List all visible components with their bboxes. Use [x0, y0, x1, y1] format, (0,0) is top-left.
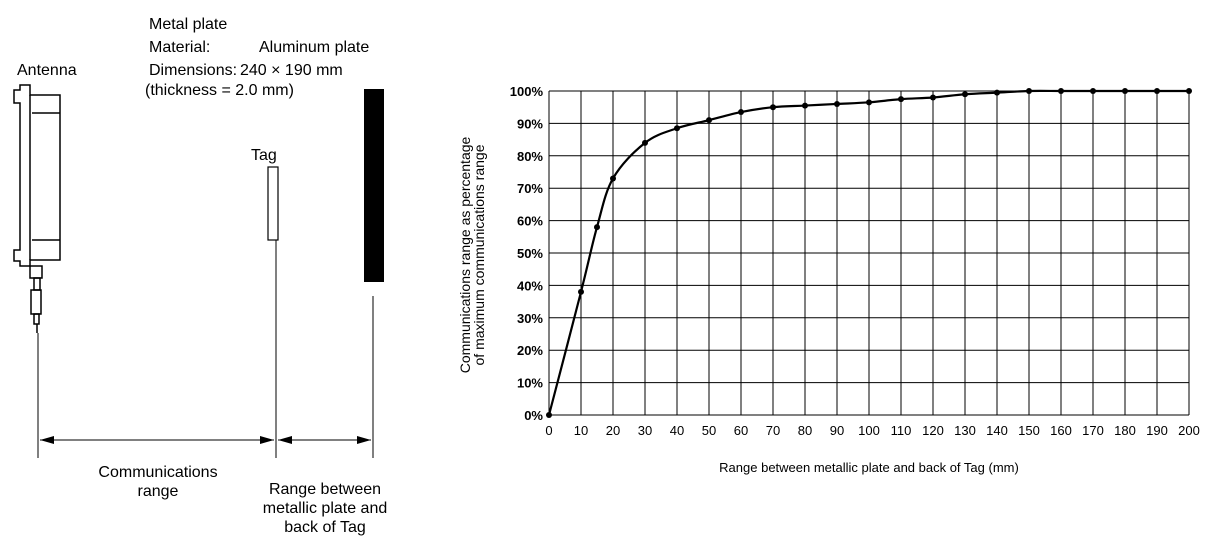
data-point	[642, 140, 648, 146]
y-tick-labels: 0% 10% 20% 30% 40% 50% 60% 70% 80% 90% 100%	[510, 84, 544, 423]
x-tick-label: 60	[734, 423, 748, 438]
x-tick-label: 90	[830, 423, 844, 438]
data-point	[1122, 88, 1128, 94]
data-point	[738, 109, 744, 115]
data-point	[610, 175, 616, 181]
data-point	[674, 125, 680, 131]
x-tick-label: 190	[1146, 423, 1168, 438]
x-tick-label: 20	[606, 423, 620, 438]
y-tick-label: 80%	[517, 149, 543, 164]
y-tick-label: 60%	[517, 214, 543, 229]
x-tick-label: 40	[670, 423, 684, 438]
x-tick-label: 180	[1114, 423, 1136, 438]
x-axis-label: Range between metallic plate and back of…	[719, 460, 1019, 475]
data-point	[930, 94, 936, 100]
y-tick-label: 20%	[517, 343, 543, 358]
data-point	[962, 91, 968, 97]
data-point	[1154, 88, 1160, 94]
y-tick-label: 90%	[517, 116, 543, 131]
y-tick-label: 70%	[517, 181, 543, 196]
x-tick-label: 10	[574, 423, 588, 438]
x-tick-label: 70	[766, 423, 780, 438]
y-tick-label: 10%	[517, 376, 543, 391]
x-tick-label: 30	[638, 423, 652, 438]
y-tick-label: 50%	[517, 246, 543, 261]
y-tick-label: 100%	[510, 84, 544, 99]
x-tick-label: 110	[891, 423, 912, 438]
data-point	[706, 117, 712, 123]
data-point	[1058, 88, 1064, 94]
data-point	[866, 99, 872, 105]
y-tick-label: 0%	[524, 408, 543, 423]
data-point	[802, 103, 808, 109]
x-tick-label: 0	[545, 423, 552, 438]
x-tick-label: 140	[986, 423, 1008, 438]
data-point	[994, 90, 1000, 96]
y-axis-label-line-2: of maximum communications range	[471, 144, 487, 365]
y-tick-label: 30%	[517, 311, 543, 326]
x-tick-label: 160	[1050, 423, 1072, 438]
x-tick-label: 120	[922, 423, 944, 438]
data-point	[578, 289, 584, 295]
data-point	[1090, 88, 1096, 94]
y-axis-label: Communications range as percentage of ma…	[457, 136, 487, 373]
x-tick-labels: 0 10 20 30 40 50 60 70 80 90 100 110 120 130 140 150 160…	[545, 423, 1199, 438]
data-point	[898, 96, 904, 102]
data-point	[546, 412, 552, 418]
x-tick-label: 100	[858, 423, 880, 438]
x-tick-label: 50	[702, 423, 716, 438]
chart-grid	[549, 91, 1189, 415]
x-tick-label: 150	[1018, 423, 1040, 438]
data-point	[770, 104, 776, 110]
data-point	[834, 101, 840, 107]
y-tick-label: 40%	[517, 278, 543, 293]
data-point	[1026, 88, 1032, 94]
x-tick-label: 130	[954, 423, 976, 438]
x-tick-label: 200	[1178, 423, 1200, 438]
data-point	[1186, 88, 1192, 94]
x-tick-label: 80	[798, 423, 812, 438]
x-tick-label: 170	[1082, 423, 1104, 438]
data-point	[594, 224, 600, 230]
